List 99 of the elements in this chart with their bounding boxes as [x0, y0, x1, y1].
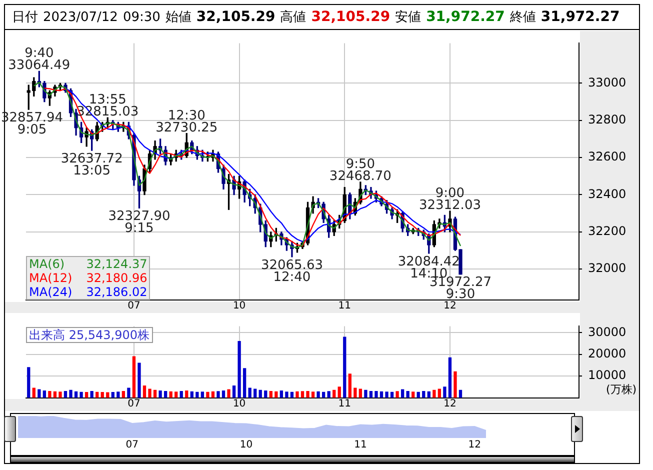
- y-tick-label: 32000: [588, 261, 626, 276]
- bar: [100, 392, 104, 398]
- bar: [38, 389, 41, 398]
- bar: [111, 392, 114, 398]
- bar: [269, 390, 272, 398]
- bar: [227, 389, 230, 398]
- bar: [127, 388, 130, 398]
- bar: [374, 390, 378, 398]
- bar: [348, 374, 352, 398]
- x-tick-label: 12: [444, 300, 456, 312]
- bar: [116, 392, 120, 398]
- x-tick-label: 10: [232, 398, 246, 410]
- bar: [448, 357, 452, 398]
- y-tick-label: 33000: [588, 75, 626, 90]
- annotation: 32637.72 13:05: [60, 152, 123, 179]
- x-tick-label: 10: [240, 440, 253, 451]
- bar: [148, 388, 152, 398]
- annotation: 9:50 32468.70: [329, 156, 392, 184]
- bar: [406, 390, 410, 398]
- y-tick-label: 32600: [588, 150, 626, 164]
- bar: [138, 362, 141, 398]
- bar: [264, 390, 268, 398]
- chart-title: 出来高 25,543,900株: [26, 327, 153, 344]
- bar: [327, 391, 330, 398]
- bar: [432, 390, 436, 398]
- bar: [258, 390, 262, 398]
- bar: [122, 390, 126, 398]
- bar: [200, 392, 204, 398]
- bar: [206, 392, 210, 398]
- x-tick-label: 12: [444, 398, 456, 410]
- bar: [458, 390, 462, 398]
- bar: [153, 390, 157, 398]
- bar: [174, 392, 178, 398]
- bar: [232, 386, 236, 398]
- bar: [80, 392, 83, 398]
- x-tick-label: 11: [354, 440, 367, 451]
- bar: [422, 390, 426, 398]
- text: MA(12) 32,180.96: [29, 270, 148, 285]
- x-tick-label: 10: [232, 300, 246, 312]
- text: MA(24) 32,186.02: [29, 284, 148, 299]
- bar: [216, 391, 220, 398]
- y-tick-label: 32400: [588, 186, 626, 201]
- bar: [90, 390, 94, 398]
- bar: [338, 386, 341, 398]
- bar: [69, 390, 72, 398]
- bar: [369, 390, 373, 398]
- y-tick-label: 20000: [588, 346, 626, 361]
- bar: [84, 392, 88, 398]
- bar: [343, 336, 346, 398]
- bar: [285, 392, 288, 398]
- chart-title: 日付 2023/07/12 09:30 始値 32,105.29 高値 32,105.29 安値 31,972.27 終値 31,972.27: [12, 9, 620, 25]
- bar: [180, 390, 183, 398]
- bar: [64, 390, 68, 398]
- bar: [42, 390, 46, 398]
- bar: [222, 390, 226, 398]
- y-tick-label: 10000: [588, 368, 626, 382]
- x-tick-label: 07: [128, 398, 140, 410]
- annotation: 9:00 32312.03: [418, 186, 481, 214]
- bar: [248, 388, 252, 398]
- bar: [164, 390, 168, 398]
- bar: [238, 341, 241, 398]
- y-tick-label: 32200: [588, 224, 626, 238]
- bar: [332, 390, 336, 398]
- bar: [412, 392, 415, 398]
- bar: [242, 368, 246, 398]
- x-tick-label: 07: [126, 440, 139, 451]
- bar: [396, 391, 399, 398]
- annotation: 12:30 32730.25: [156, 108, 218, 136]
- bar: [185, 390, 188, 398]
- bar: [316, 391, 320, 398]
- text: MA(6) 32,124.37: [29, 256, 148, 271]
- annotation: 9:40 33064.49: [8, 46, 70, 74]
- y-tick-label: 32800: [588, 112, 626, 126]
- bar: [280, 390, 284, 398]
- bar: [158, 390, 162, 398]
- x-tick-label: 11: [338, 300, 351, 312]
- y-axis-title: (万株): [606, 382, 637, 397]
- bar: [48, 390, 52, 398]
- bar: [132, 356, 136, 398]
- bar: [296, 391, 299, 398]
- annotation: 32327.90 9:15: [108, 209, 170, 236]
- x-tick-label: 07: [128, 300, 140, 312]
- bar: [306, 390, 310, 398]
- bar: [142, 386, 146, 398]
- bar: [32, 388, 36, 398]
- bar: [364, 390, 368, 398]
- bar: [300, 391, 304, 398]
- bar: [311, 392, 315, 398]
- y-tick-label: 30000: [588, 324, 626, 339]
- bar: [58, 392, 62, 398]
- bar: [454, 371, 457, 398]
- bar: [400, 389, 404, 398]
- annotation: 32065.63 12:40: [260, 258, 323, 285]
- x-tick-label: 11: [338, 398, 351, 410]
- bar: [385, 392, 388, 398]
- bar: [443, 386, 446, 398]
- bar: [27, 367, 30, 398]
- x-tick-label: 12: [468, 440, 481, 451]
- bar: [354, 388, 357, 398]
